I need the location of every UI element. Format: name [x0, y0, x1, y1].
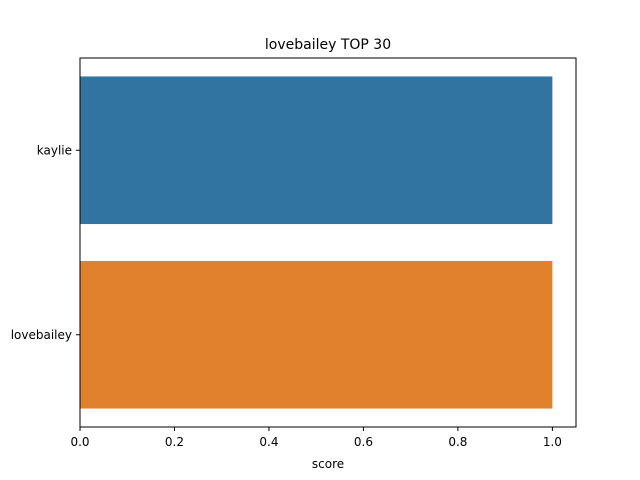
- y-tick-label: lovebailey: [11, 328, 72, 342]
- chart-title: lovebailey TOP 30: [265, 37, 391, 53]
- bar-kaylie: [80, 76, 553, 225]
- axes-frame: [79, 57, 577, 428]
- bars-group: [80, 76, 553, 409]
- bar-lovebailey: [80, 260, 553, 409]
- x-tick-label: 0.6: [354, 435, 373, 449]
- x-tick-label: 0.2: [165, 435, 184, 449]
- x-tick-label: 0.8: [448, 435, 467, 449]
- x-axis-ticks: 0.0 0.2 0.4 0.6 0.8 1.0: [70, 427, 562, 449]
- x-axis-label: score: [312, 457, 344, 471]
- x-tick-label: 0.0: [70, 435, 89, 449]
- y-axis-ticks: kaylie lovebailey: [11, 143, 80, 342]
- y-tick-label: kaylie: [37, 143, 72, 157]
- x-tick-label: 0.4: [259, 435, 278, 449]
- x-tick-label: 1.0: [543, 435, 562, 449]
